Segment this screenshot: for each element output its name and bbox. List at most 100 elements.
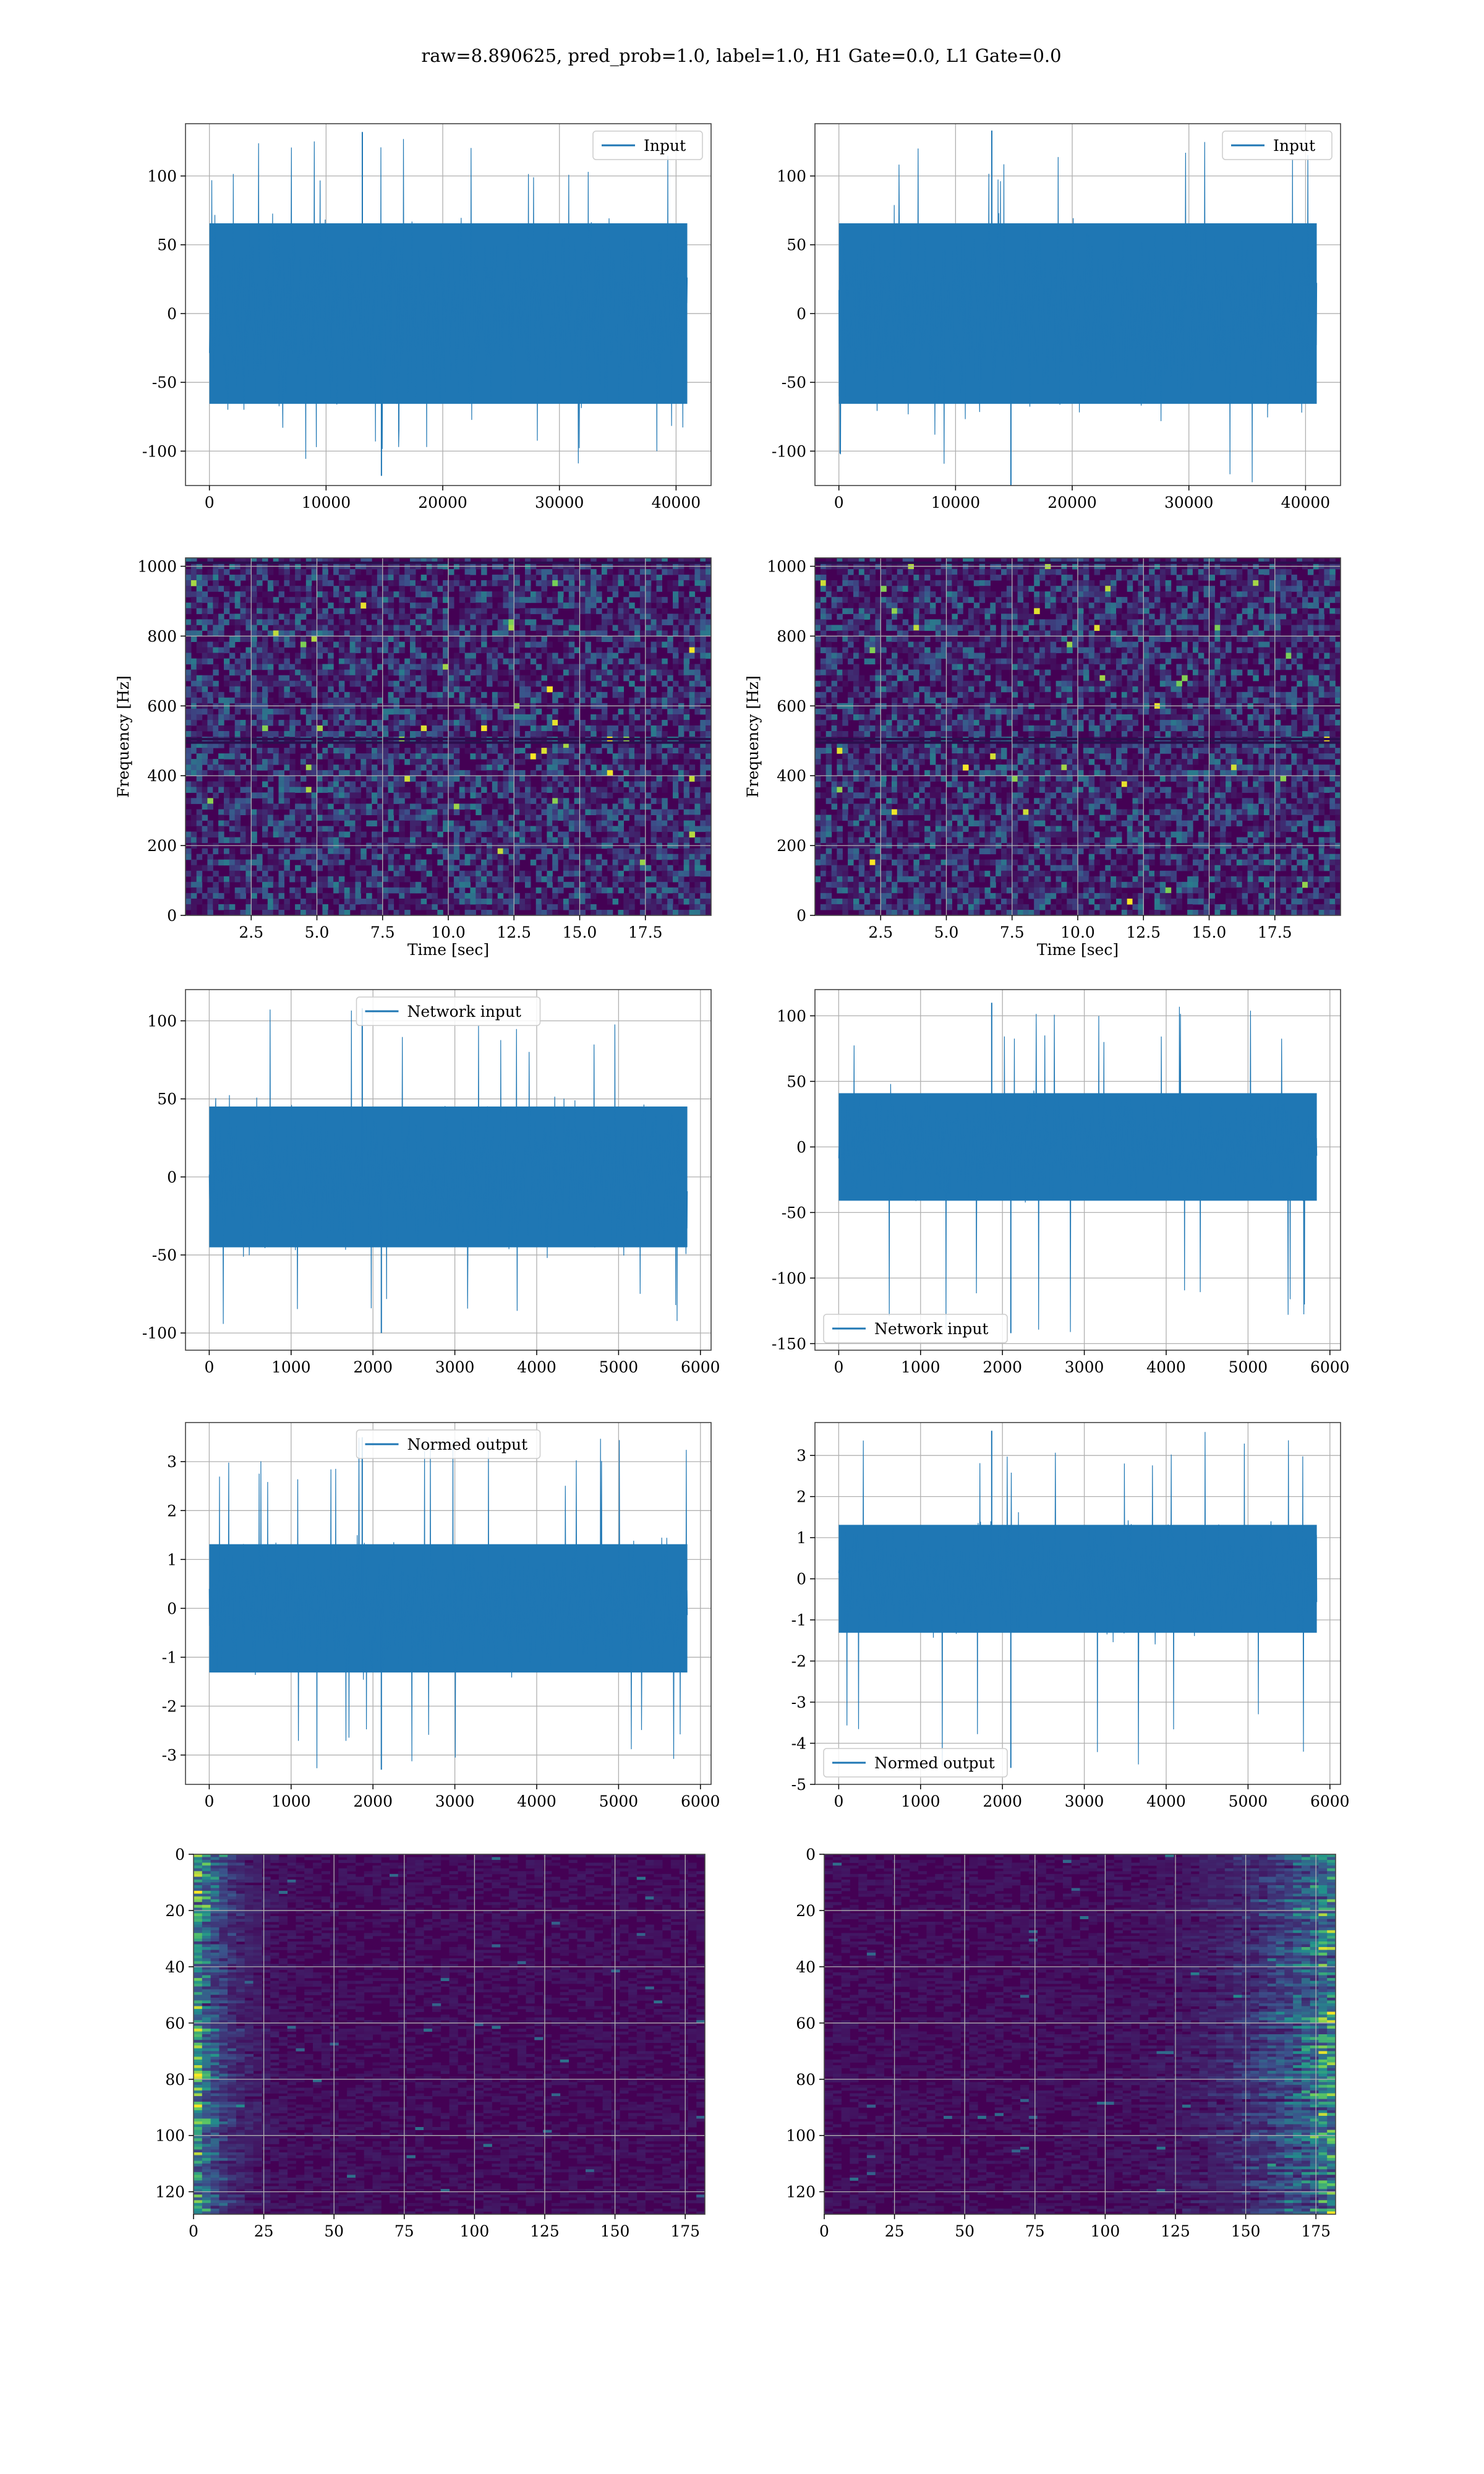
heatmap-cell	[300, 803, 307, 810]
heatmap-cell	[591, 910, 597, 915]
heatmap-cell	[267, 792, 274, 798]
heatmap-cell	[634, 675, 641, 682]
heatmap-cell	[853, 776, 859, 782]
heatmap-cell	[377, 569, 383, 575]
heatmap-cell	[448, 859, 454, 866]
heatmap-cell	[508, 803, 514, 810]
heatmap-cell	[591, 697, 597, 704]
heatmap-cell	[837, 742, 843, 748]
heatmap-cell	[508, 898, 514, 905]
heatmap-cell	[552, 910, 558, 915]
heatmap-cell	[475, 848, 482, 855]
heatmap-cell	[541, 591, 547, 597]
heatmap-cell	[448, 636, 454, 642]
heatmap-cell	[689, 798, 696, 804]
heatmap-cell	[404, 680, 411, 687]
heatmap-cell	[601, 630, 608, 636]
heatmap-cell	[366, 558, 372, 564]
heatmap-cell	[234, 591, 241, 597]
heatmap-cell	[815, 759, 821, 765]
heatmap-cell	[585, 892, 591, 899]
heatmap-cell	[305, 653, 312, 659]
heatmap-cell	[700, 870, 706, 877]
heatmap-cell	[190, 569, 197, 575]
heatmap-cell	[388, 608, 394, 614]
heatmap-cell	[508, 675, 514, 682]
heatmap-cell	[858, 653, 865, 659]
heatmap-cell	[437, 742, 443, 748]
heatmap-cell	[634, 580, 641, 586]
heatmap-cell	[448, 904, 454, 910]
heatmap-cell	[481, 580, 487, 586]
heatmap-cell	[585, 586, 591, 592]
heatmap-cell	[464, 881, 471, 888]
heatmap-cell	[858, 708, 865, 715]
heatmap-cell	[213, 742, 219, 748]
heatmap-cell	[207, 910, 213, 915]
heatmap-cell	[300, 680, 307, 687]
plot-area	[186, 558, 711, 915]
heatmap-cell	[278, 753, 284, 760]
heatmap-cell	[667, 865, 673, 871]
heatmap-cell	[262, 759, 268, 765]
heatmap-cell	[497, 636, 504, 642]
heatmap-cell	[366, 904, 372, 910]
heatmap-cell	[420, 781, 427, 787]
heatmap-cell	[393, 748, 399, 754]
heatmap-cell	[426, 826, 433, 833]
heatmap-cell	[317, 803, 323, 810]
heatmap-cell	[186, 714, 192, 721]
heatmap-cell	[662, 719, 668, 726]
heatmap-cell	[842, 809, 848, 815]
heatmap-cell	[596, 669, 602, 676]
heatmap-cell	[673, 680, 679, 687]
heatmap-cell	[656, 776, 662, 782]
heatmap-cell	[667, 742, 673, 748]
heatmap-cell	[322, 697, 328, 704]
heatmap-cell	[344, 708, 351, 715]
heatmap-cell	[706, 904, 711, 910]
heatmap-cell	[585, 602, 591, 609]
heatmap-cell	[218, 575, 224, 581]
heatmap-cell	[645, 558, 652, 564]
heatmap-cell	[360, 731, 367, 737]
heatmap-cell	[881, 725, 887, 732]
heatmap-cell	[552, 753, 558, 760]
heatmap-cell	[224, 680, 230, 687]
heatmap-cell	[678, 691, 684, 698]
heatmap-cell	[262, 697, 268, 704]
heatmap-cell	[492, 837, 498, 844]
heatmap-cell	[344, 787, 351, 793]
heatmap-cell	[475, 708, 482, 715]
heatmap-cell	[393, 619, 399, 625]
heatmap-cell	[393, 680, 399, 687]
heatmap-cell	[678, 575, 684, 581]
heatmap-cell	[432, 892, 438, 899]
heatmap-cell	[869, 691, 876, 698]
subplot-grid: 0 10000 20000 30000 40000-100-50050100Input0…	[114, 123, 1350, 2240]
heatmap-cell	[240, 614, 246, 620]
heatmap-cell	[700, 742, 706, 748]
heatmap-cell	[229, 854, 236, 860]
heatmap-cell	[218, 742, 224, 748]
heatmap-cell	[612, 664, 619, 670]
heatmap-cell	[453, 630, 460, 636]
heatmap-cell	[842, 904, 848, 910]
heatmap-cell	[881, 719, 887, 726]
heatmap-cell	[612, 865, 619, 871]
heatmap-cell	[869, 708, 876, 715]
heatmap-cell	[338, 837, 345, 844]
heatmap-cell	[875, 831, 881, 838]
heatmap-cell	[295, 675, 301, 682]
heatmap-cell	[262, 686, 268, 693]
heatmap-cell	[295, 575, 301, 581]
heatmap-cell	[426, 759, 433, 765]
heatmap-cell	[426, 630, 433, 636]
heatmap-cell	[607, 865, 613, 871]
heatmap-cell	[694, 792, 701, 798]
heatmap-cell	[601, 636, 608, 642]
heatmap-cell	[694, 787, 701, 793]
heatmap-cell	[470, 653, 476, 659]
heatmap-cell	[650, 708, 657, 715]
heatmap-cell	[656, 820, 662, 827]
